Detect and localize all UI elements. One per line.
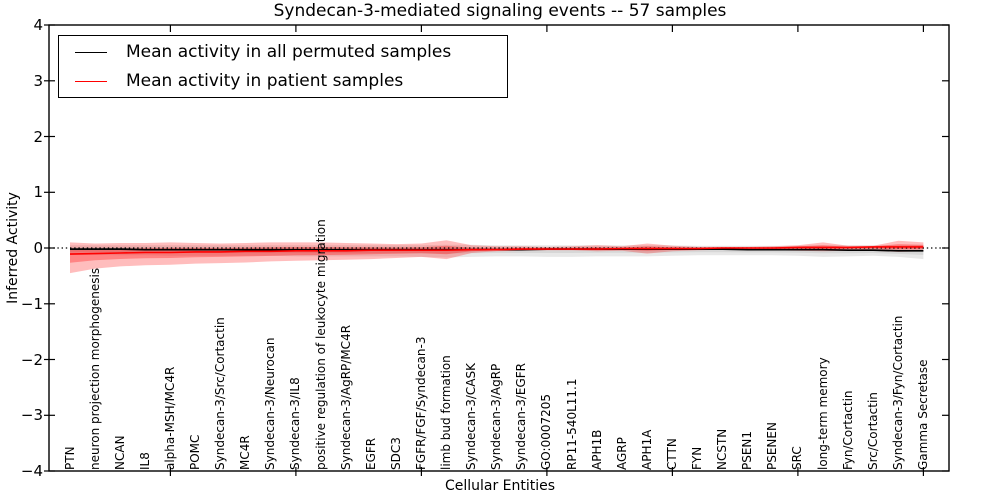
y-tick-label: 0 <box>33 239 43 257</box>
y-tick-label: −2 <box>20 351 43 369</box>
y-tick-label: 2 <box>33 128 43 146</box>
y-tick-label: 1 <box>33 183 43 201</box>
x-tick-label: APH1B <box>589 429 604 470</box>
x-tick-label: POMC <box>188 434 202 470</box>
legend-entry-permuted: Mean activity in all permuted samples <box>59 39 507 65</box>
x-tick-label: Gamma Secretase <box>915 359 930 470</box>
x-tick-label: RP11-540L11.1 <box>564 378 579 470</box>
x-tick-label: PSEN1 <box>740 430 755 470</box>
x-tick-label: Syndecan-3/CASK <box>464 363 479 470</box>
x-tick-label: EGFR <box>363 437 378 470</box>
x-tick-label: SDC3 <box>388 437 403 470</box>
patient-line-swatch <box>75 80 107 82</box>
x-tick-label: Syndecan-3/AgRP <box>489 363 504 470</box>
x-tick-label: NCAN <box>112 435 127 470</box>
y-tick-label: 4 <box>33 16 43 34</box>
x-tick-label: PSENEN <box>765 422 780 470</box>
x-tick-label: APH1A <box>639 429 654 470</box>
x-tick-label: alpha-MSH/MC4R <box>162 366 177 470</box>
x-tick-label: positive regulation of leukocyte migrati… <box>313 219 328 470</box>
x-tick-label: SRC <box>790 446 805 470</box>
x-tick-label: Syndecan-3/Src/Cortactin <box>213 317 228 470</box>
patient-mean-line <box>69 246 924 255</box>
x-tick-label: IL8 <box>137 452 152 470</box>
x-tick-label: Src/Cortactin <box>865 392 880 470</box>
y-tick-label: −4 <box>20 462 43 480</box>
y-tick-label: −1 <box>20 295 43 313</box>
x-tick-label: CTTN <box>664 438 679 470</box>
legend-entry-patient: Mean activity in patient samples <box>59 68 507 94</box>
x-tick-label: FGFR/FGF/Syndecan-3 <box>413 336 428 470</box>
x-tick-label: Syndecan-3/Neurocan <box>263 337 278 470</box>
x-tick-label: Syndecan-3/IL8 <box>288 377 303 470</box>
y-tick-label: −3 <box>20 406 43 424</box>
x-tick-label: Fyn/Cortactin <box>840 390 855 470</box>
x-tick-label: Syndecan-3/Fyn/Cortactin <box>890 315 905 470</box>
x-tick-label: MC4R <box>238 435 253 470</box>
permuted-line-swatch <box>75 51 107 53</box>
x-tick-label: FYN <box>690 446 704 470</box>
x-tick-label: NCSTN <box>715 428 730 470</box>
x-tick-label: neuron projection morphogenesis <box>87 267 102 470</box>
legend-label-patient: Mean activity in patient samples <box>126 71 404 91</box>
x-tick-label: PTN <box>62 446 77 470</box>
legend-label-permuted: Mean activity in all permuted samples <box>126 42 452 62</box>
x-tick-label: limb bud formation <box>439 355 453 470</box>
x-axis-label: Cellular Entities <box>444 478 556 494</box>
legend-box: Mean activity in all permuted samples Me… <box>58 35 508 98</box>
x-tick-label: Syndecan-3/AgRP/MC4R <box>338 324 353 470</box>
chart-title: Syndecan-3-mediated signaling events -- … <box>273 1 727 21</box>
x-tick-label: GO:0007205 <box>539 393 554 470</box>
x-tick-label: AGRP <box>614 437 629 470</box>
x-tick-label: long-term memory <box>815 357 830 470</box>
y-tick-label: 3 <box>33 72 43 90</box>
x-tick-label: Syndecan-3/EGFR <box>514 362 529 470</box>
